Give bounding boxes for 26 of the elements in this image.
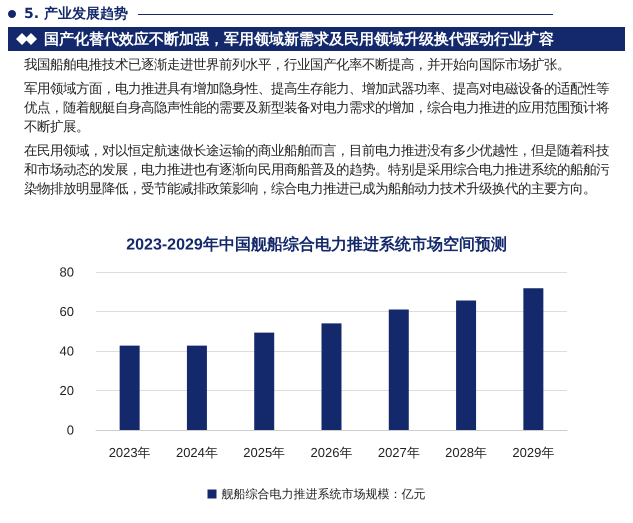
x-tick-label: 2026年: [310, 445, 352, 460]
text: 国产化替代效应不断加强，军用领域新需求及民用领域升级换代驱动行业扩容: [44, 30, 554, 48]
bar: [186, 346, 207, 430]
y-tick-label: 20: [60, 383, 74, 398]
y-tick-label: 0: [66, 422, 74, 438]
x-tick-label: 2029年: [512, 445, 554, 460]
text: 我国船舶电推技术已逐渐走进世界前列水平，行业国产化率不断提高，并开始向国际市场扩张。: [24, 56, 571, 75]
y-tick-label: 80: [60, 264, 74, 280]
x-tick-label: 2025年: [243, 445, 286, 460]
legend-label: 舰船综合电力推进系统市场规模：亿元: [222, 487, 426, 501]
bar: [388, 310, 409, 430]
chart-title: 2023-2029年中国舰船综合电力推进系统市场空间预测: [126, 236, 507, 254]
x-tick-label: 2027年: [378, 445, 420, 460]
bar: [322, 323, 342, 430]
x-tick-label: 2024年: [176, 445, 218, 460]
x-tick-label: 2028年: [445, 445, 488, 460]
bar: [456, 300, 476, 430]
bar: [523, 288, 544, 430]
y-tick-label: 40: [60, 344, 74, 358]
bar: [120, 346, 140, 430]
y-tick-label: 60: [60, 304, 74, 319]
text: 5. 产业发展趋势: [24, 5, 128, 23]
x-tick-label: 2023年: [108, 445, 151, 460]
text: 军用领域方面，电力推进具有增加隐身性、提高生存能力、增加武器功率、提高对电磁设备的适配性等优点，随着舰艇自身高隐声性能的需要及新型装备对电力需求的增加，综合电力推进的应用范围预计将不断扩展。: [24, 80, 610, 137]
bar: [254, 332, 274, 430]
text: 在民用领域，对以恒定航速做长途运输的商业船舶而言，目前电力推进没有多少优越性，但是随着科技和市场动态的发展，电力推进也有逐渐向民用商船普及的趋势。特别是采用综合电力推进系统的船舶污染物排放明显降低，受节能减排政策影响，综合电力推进已成为船舶动力技术升级换代的主要方向。: [24, 142, 610, 199]
